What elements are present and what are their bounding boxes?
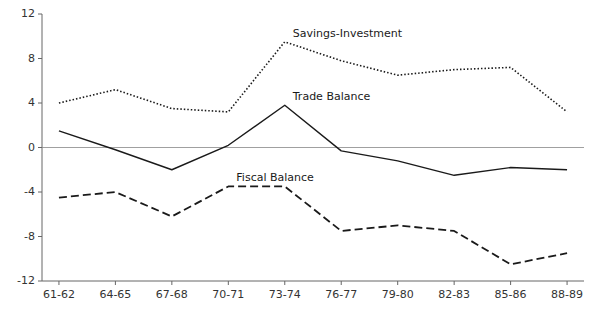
x-tick-label: 64-65 [99,288,131,301]
y-tick-label: -8 [24,230,35,243]
x-tick [171,281,172,285]
y-tick [38,14,42,15]
zero-line [42,147,584,148]
x-tick-label: 88-89 [551,288,583,301]
x-tick-label: 85-86 [495,288,527,301]
y-tick [38,236,42,237]
y-tick [38,192,42,193]
y-tick [38,103,42,104]
x-tick-label: 67-68 [156,288,188,301]
series-label: Trade Balance [292,90,371,103]
chart-container: -12 -8 -4 0 4 8 12 61-62 64-65 67-68 70-71 73-74 76-… [0,0,600,311]
x-tick [454,281,455,285]
series-label: Fiscal Balance [236,171,314,184]
series-lines [59,42,567,265]
x-tick [510,281,511,285]
y-tick-label: -12 [17,274,35,287]
series-line [59,186,567,264]
y-tick-label: 8 [28,52,35,65]
series-label: Savings-Investment [293,27,403,40]
series-line [59,105,567,175]
x-tick-label: 70-71 [212,288,244,301]
chart: -12 -8 -4 0 4 8 12 61-62 64-65 67-68 70-71 73-74 76-… [0,0,600,311]
x-tick-label: 82-83 [438,288,470,301]
y-tick [38,281,42,282]
x-tick-label: 61-62 [43,288,75,301]
x-axis-line [42,281,584,282]
x-tick [567,281,568,285]
x-tick-label: 73-74 [269,288,301,301]
y-tick [38,147,42,148]
x-tick [58,281,59,285]
y-tick-label: 4 [28,96,35,109]
x-tick-label: 79-80 [382,288,414,301]
y-tick-label: 12 [21,7,35,20]
x-tick [284,281,285,285]
series-line [59,42,567,112]
y-tick [38,58,42,59]
x-tick [341,281,342,285]
y-tick-label: -4 [24,185,35,198]
x-tick [397,281,398,285]
x-tick [228,281,229,285]
axes: -12 -8 -4 0 4 8 12 61-62 64-65 67-68 70-71 73-74 76-… [17,7,584,301]
x-tick [115,281,116,285]
x-tick-label: 76-77 [325,288,357,301]
series-labels: Savings-Investment Trade Balance Fiscal Ba… [236,27,402,185]
y-tick-label: 0 [28,141,35,154]
